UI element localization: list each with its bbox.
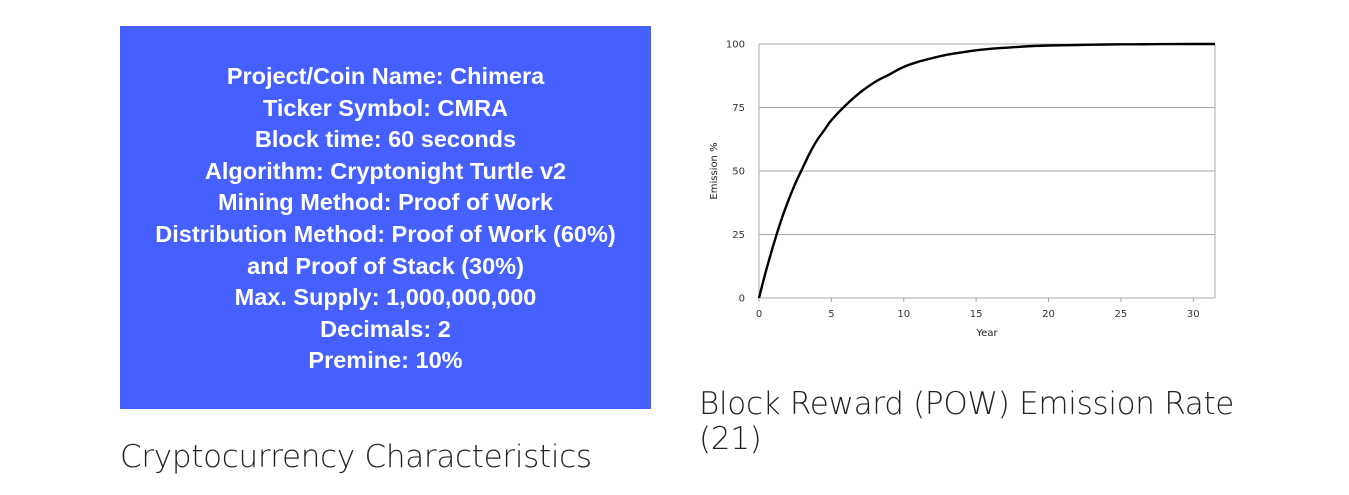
x-tick-label: 0 (756, 309, 762, 320)
info-line: and Proof of Stack (30%) (247, 252, 524, 279)
x-tick-label: 30 (1187, 309, 1200, 320)
info-line: Max. Supply: 1,000,000,000 (234, 284, 537, 311)
x-tick-label: 5 (828, 309, 834, 320)
y-tick-label: 100 (726, 40, 745, 51)
characteristics-caption: Cryptocurrency Characteristics (120, 439, 592, 475)
y-tick-label: 0 (739, 294, 745, 305)
x-axis-title: Year (975, 328, 998, 339)
info-line: Ticker Symbol: CMRA (262, 94, 509, 121)
info-line: Distribution Method: Proof of Work (60%) (155, 220, 616, 247)
info-line: Decimals: 2 (320, 315, 451, 342)
x-tick-label: 25 (1115, 309, 1128, 320)
info-line: Block time: 60 seconds (254, 126, 517, 153)
info-line: Mining Method: Proof of Work (217, 189, 554, 216)
x-tick-label: 10 (897, 309, 910, 320)
y-axis-title: Emission % (709, 142, 720, 199)
characteristics-card: Project/Coin Name: Chimera Ticker Symbol:… (120, 26, 651, 409)
y-tick-label: 75 (732, 103, 745, 114)
emission-series-line (757, 42, 1215, 299)
info-line: Project/Coin Name: Chimera (226, 63, 545, 89)
emission-chart: 0 25 50 75 100 0 5 10 15 20 25 30 Year Emission % (690, 22, 1250, 352)
info-line: Algorithm: Cryptonight Turtle v2 (204, 157, 567, 184)
x-tick-label: 15 (970, 309, 983, 320)
info-line: Premine: 10% (308, 347, 463, 374)
emission-chart-caption: Block Reward (POW) Emission Rate (21) (699, 386, 1235, 457)
y-tick-label: 50 (732, 167, 745, 178)
x-tick-label: 20 (1042, 309, 1055, 320)
y-tick-label: 25 (732, 230, 745, 241)
emission-chart-svg: 0 25 50 75 100 0 5 10 15 20 25 30 Year Emission % (709, 40, 1216, 339)
